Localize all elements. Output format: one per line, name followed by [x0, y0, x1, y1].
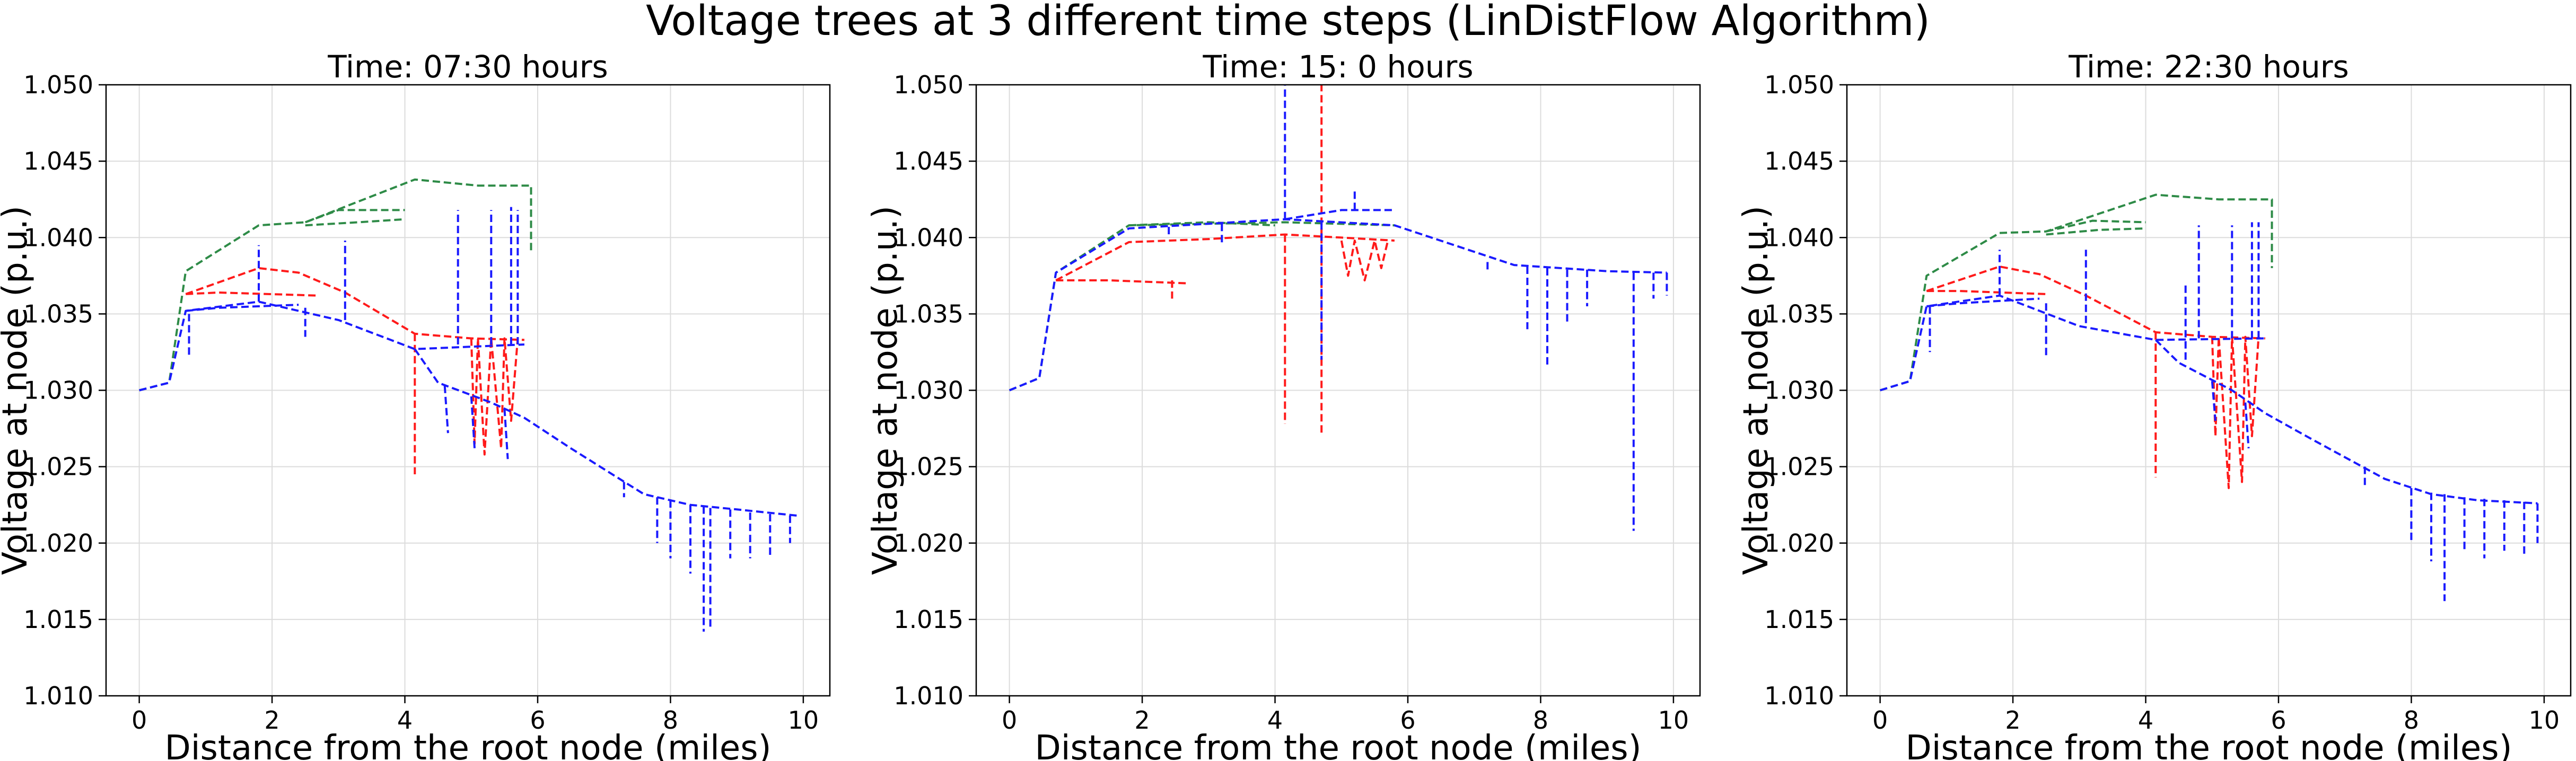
y-tick-label: 1.040 [893, 223, 963, 252]
series-2-line [186, 291, 319, 297]
x-axis-label: Distance from the root node (miles) [164, 729, 771, 761]
chart-panel-2: 0 2 4 6 8 10 1.010 1.015 1.020 1.025 1.030 1.035 1.0… [866, 49, 1701, 761]
series-2-line [1340, 240, 1389, 281]
series-2-line [1926, 290, 2046, 295]
series-group [1880, 193, 2539, 601]
y-tick-label: 1.020 [1764, 529, 1834, 558]
x-tick-label: 6 [530, 706, 545, 735]
y-tick-label: 1.025 [23, 453, 93, 481]
y-axis-label: Voltage at node (p.u.) [0, 206, 35, 575]
series-1-line [1128, 221, 1275, 227]
series-1-line [2046, 227, 2146, 236]
x-tick-label: 8 [2404, 706, 2419, 735]
y-tick-label: 1.050 [1764, 70, 1834, 99]
series-3-line [443, 385, 449, 433]
series-3-line [414, 348, 797, 517]
x-tick-label: 4 [1267, 706, 1283, 735]
x-tick-label: 0 [1872, 706, 1888, 735]
x-tick-label: 4 [2138, 706, 2153, 735]
y-tick-label: 1.020 [23, 529, 93, 558]
series-1-line [305, 209, 405, 224]
x-tick-label: 10 [788, 706, 819, 735]
y-tick-label: 1.010 [23, 682, 93, 710]
y-tick-label: 1.050 [23, 70, 93, 99]
y-tick-label: 1.020 [893, 529, 963, 558]
panel-title: Time: 22:30 hours [2068, 49, 2349, 85]
series-3-line [1284, 209, 1395, 220]
x-tick-label: 6 [1400, 706, 1415, 735]
x-tick-label: 6 [2271, 706, 2286, 735]
figure-title: Voltage trees at 3 different time steps … [646, 0, 1930, 45]
series-2-line [470, 337, 519, 456]
y-tick-label: 1.045 [23, 147, 93, 175]
y-axis-label: Voltage at node (p.u.) [866, 206, 905, 575]
panel-title: Time: 07:30 hours [327, 49, 608, 85]
series-3-line [503, 408, 509, 459]
y-tick-label: 1.015 [1764, 605, 1834, 634]
x-tick-label: 2 [2005, 706, 2020, 735]
series-3-line [2154, 339, 2538, 505]
x-tick-label: 8 [663, 706, 678, 735]
chart-panel-1: 0 2 4 6 8 10 1.010 1.015 1.020 1.025 1.030 1.035 1.0… [0, 49, 831, 761]
x-axis-label: Distance from the root node (miles) [1905, 729, 2512, 761]
series-2-line [1056, 279, 1189, 285]
series-1-line [1009, 221, 1395, 392]
y-tick-label: 1.035 [23, 299, 93, 328]
y-tick-label: 1.030 [23, 376, 93, 405]
y-tick-label: 1.040 [1764, 223, 1834, 252]
x-axis-label: Distance from the root node (miles) [1035, 729, 1641, 761]
y-tick-label: 1.030 [893, 376, 963, 405]
y-tick-label: 1.040 [23, 223, 93, 252]
series-1-line [2046, 219, 2146, 233]
x-tick-label: 0 [1002, 706, 1017, 735]
x-tick-label: 8 [1533, 706, 1548, 735]
y-tick-label: 1.050 [893, 70, 963, 99]
series-group [139, 178, 797, 632]
series-group [1009, 85, 1668, 531]
series-3-line [470, 396, 476, 449]
panel-title: Time: 15: 0 hours [1202, 49, 1473, 85]
y-tick-label: 1.025 [893, 453, 963, 481]
y-tick-label: 1.035 [893, 299, 963, 328]
series-2-line [1055, 233, 1395, 281]
x-tick-label: 2 [264, 706, 279, 735]
series-2-line [185, 267, 524, 341]
y-axis-label: Voltage at node (p.u.) [1737, 206, 1776, 575]
y-tick-label: 1.035 [1764, 299, 1834, 328]
x-tick-label: 2 [1134, 706, 1150, 735]
chart-panel-3: 0 2 4 6 8 10 1.010 1.015 1.020 1.025 1.030 1.035 1.0… [1737, 49, 2572, 761]
series-1-line [305, 218, 405, 227]
x-tick-label: 10 [2529, 706, 2560, 735]
series-3-line [2211, 381, 2216, 421]
y-tick-label: 1.010 [1764, 682, 1834, 710]
y-tick-label: 1.045 [1764, 147, 1834, 175]
y-tick-label: 1.025 [1764, 453, 1834, 481]
y-tick-label: 1.045 [893, 147, 963, 175]
series-3-line [139, 300, 524, 392]
y-tick-label: 1.015 [23, 605, 93, 634]
series-3-line [1880, 294, 2265, 392]
x-tick-label: 10 [1658, 706, 1689, 735]
y-tick-label: 1.015 [893, 605, 963, 634]
x-tick-label: 4 [397, 706, 413, 735]
series-1-line [139, 178, 532, 392]
series-2-line [2211, 335, 2260, 489]
y-tick-label: 1.030 [1764, 376, 1834, 405]
y-tick-label: 1.010 [893, 682, 963, 710]
series-3-line [2244, 402, 2250, 449]
x-tick-label: 0 [132, 706, 147, 735]
